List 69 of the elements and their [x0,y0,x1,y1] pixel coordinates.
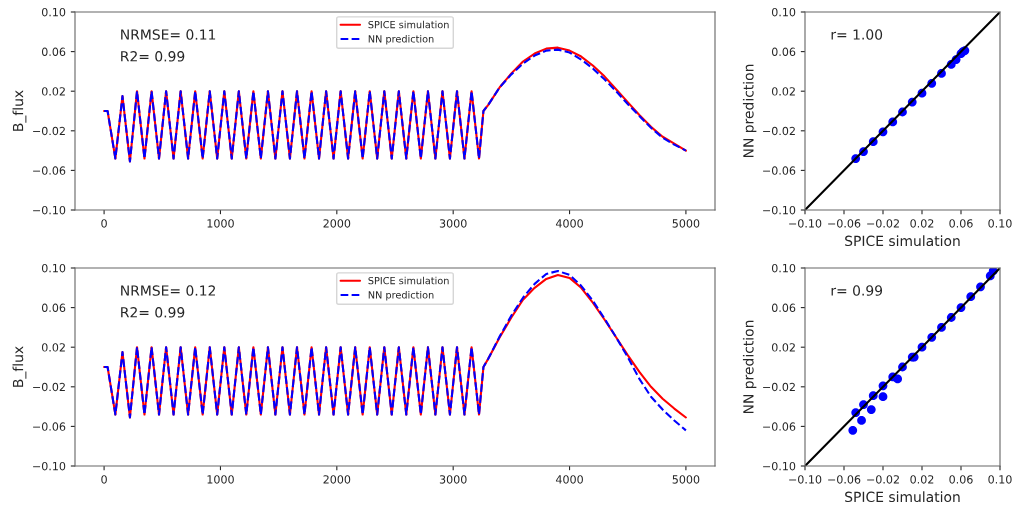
x-tick-label: 0.02 [910,219,934,228]
y-tick-label: −0.10 [33,205,66,215]
legend-label: SPICE simulation [368,20,449,29]
legend-label: NN prediction [368,291,434,301]
y-tick-label: −0.02 [33,382,65,392]
annotation: r= 0.99 [831,285,883,296]
y-axis-title: B_flux [12,90,27,131]
y-tick-label: 0.06 [41,47,66,56]
x-tick-label: 0.10 [988,219,1012,228]
y-tick-label: 0.10 [771,263,796,273]
y-tick-label: −0.10 [33,461,66,471]
x-tick-label: −0.02 [867,219,899,228]
y-tick-label: 0.10 [41,7,66,17]
x-tick-label: 5000 [672,475,700,484]
y-tick-label: −0.02 [763,382,795,392]
x-tick-label: 2000 [323,219,351,228]
y-tick-label: 0.10 [771,7,796,17]
x-axis-title: SPICE simulation [845,235,960,247]
point [893,374,903,384]
y-tick-label: −0.02 [763,126,795,136]
legend-label: NN prediction [368,35,434,45]
y-axis-title: B_flux [12,346,27,387]
annotation: R2= 0.99 [121,307,185,318]
y-tick-label: 0.06 [41,303,66,312]
annotation: r= 1.00 [831,29,883,40]
point [866,405,876,414]
y-tick-label: 0.10 [41,263,66,273]
y-tick-label: −0.06 [763,422,796,431]
x-tick-label: −0.02 [867,475,899,484]
y-tick-label: 0.06 [771,47,796,56]
x-tick-label: −0.10 [789,475,822,484]
legend-label: SPICE simulation [368,276,449,285]
x-tick-label: 0.10 [988,475,1012,484]
annotation: NRMSE= 0.11 [121,29,216,40]
x-tick-label: 0.06 [949,475,973,484]
y-tick-label: −0.06 [763,166,796,175]
x-tick-label: 0 [101,475,107,484]
point [848,425,858,435]
x-tick-label: −0.06 [828,475,861,484]
y-tick-label: 0.02 [41,87,65,96]
annotation: R2= 0.99 [121,51,185,62]
x-tick-label: −0.06 [828,219,861,228]
x-tick-label: 3000 [439,475,467,484]
x-tick-label: 0.02 [910,475,934,484]
x-tick-label: 1000 [207,475,234,484]
point [857,416,866,425]
x-tick-label: 5000 [672,219,700,228]
point [878,392,888,402]
y-tick-label: −0.06 [33,422,66,431]
x-tick-label: 3000 [439,219,467,228]
y-tick-label: 0.02 [771,87,795,96]
annotation: NRMSE= 0.12 [121,285,215,296]
y-tick-label: −0.02 [33,126,65,136]
x-axis-title: SPICE simulation [845,491,960,503]
x-tick-label: 0.06 [949,219,973,228]
y-axis-title: NN prediction [742,320,757,414]
y-tick-label: −0.10 [763,461,796,471]
y-tick-label: 0.06 [771,303,796,312]
y-tick-label: 0.02 [771,343,795,352]
x-tick-label: 2000 [323,475,351,484]
x-tick-label: 4000 [555,219,583,228]
x-tick-label: 0 [101,219,107,228]
x-tick-label: 1000 [207,219,234,228]
x-tick-label: 4000 [555,475,583,484]
y-tick-label: −0.06 [33,166,66,175]
y-axis-title: NN prediction [742,64,757,158]
y-tick-label: −0.10 [763,205,796,215]
x-tick-label: −0.10 [789,219,822,228]
y-tick-label: 0.02 [41,343,65,352]
